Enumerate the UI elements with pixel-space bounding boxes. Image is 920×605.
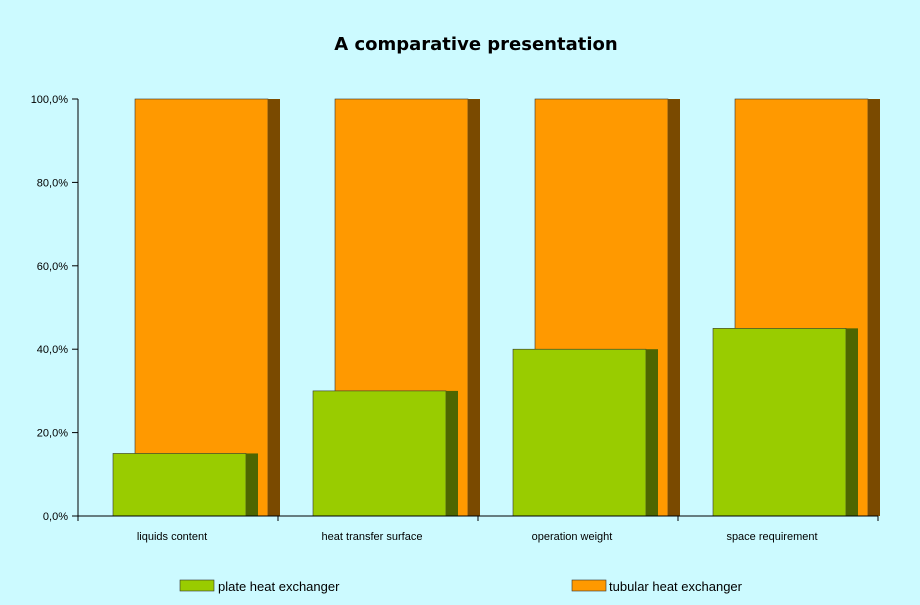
legend-swatch bbox=[571, 579, 607, 592]
plot-area: liquids content heat transfer surface oper… bbox=[31, 94, 880, 543]
bar-plate bbox=[312, 390, 447, 517]
x-tick-label: operation weight bbox=[532, 531, 613, 543]
bar-tubular-side bbox=[268, 99, 280, 516]
bar-tubular-side bbox=[668, 99, 680, 516]
bar-tubular bbox=[134, 98, 269, 517]
y-tick-label: 20,0% bbox=[37, 428, 68, 440]
bar-plate-side bbox=[646, 349, 658, 516]
bar-tubular-side bbox=[868, 99, 880, 516]
legend-label: tubular heat exchanger bbox=[609, 579, 743, 594]
bar-plate bbox=[112, 453, 247, 517]
legend-label: plate heat exchanger bbox=[218, 579, 340, 594]
y-tick-label: 100,0% bbox=[31, 94, 69, 106]
y-tick-label: 80,0% bbox=[37, 177, 68, 189]
y-tick-label: 60,0% bbox=[37, 261, 68, 273]
bar-plate-side bbox=[446, 390, 458, 516]
x-tick-label: liquids content bbox=[137, 531, 207, 543]
legend-swatch bbox=[179, 579, 215, 592]
bar-plate bbox=[712, 328, 847, 517]
y-tick-label: 40,0% bbox=[37, 344, 68, 356]
y-tick-label: 0,0% bbox=[43, 511, 68, 523]
chart-title: A comparative presentation bbox=[334, 34, 617, 55]
x-tick-label: heat transfer surface bbox=[322, 531, 423, 543]
legend: plate heat exchanger tubular heat exchang… bbox=[179, 579, 743, 594]
bar-plate-side bbox=[846, 328, 858, 516]
x-tick-label: space requirement bbox=[726, 531, 817, 543]
bar-tubular-side bbox=[468, 99, 480, 516]
bar-plate-side bbox=[246, 453, 258, 516]
bar-plate bbox=[512, 348, 647, 517]
